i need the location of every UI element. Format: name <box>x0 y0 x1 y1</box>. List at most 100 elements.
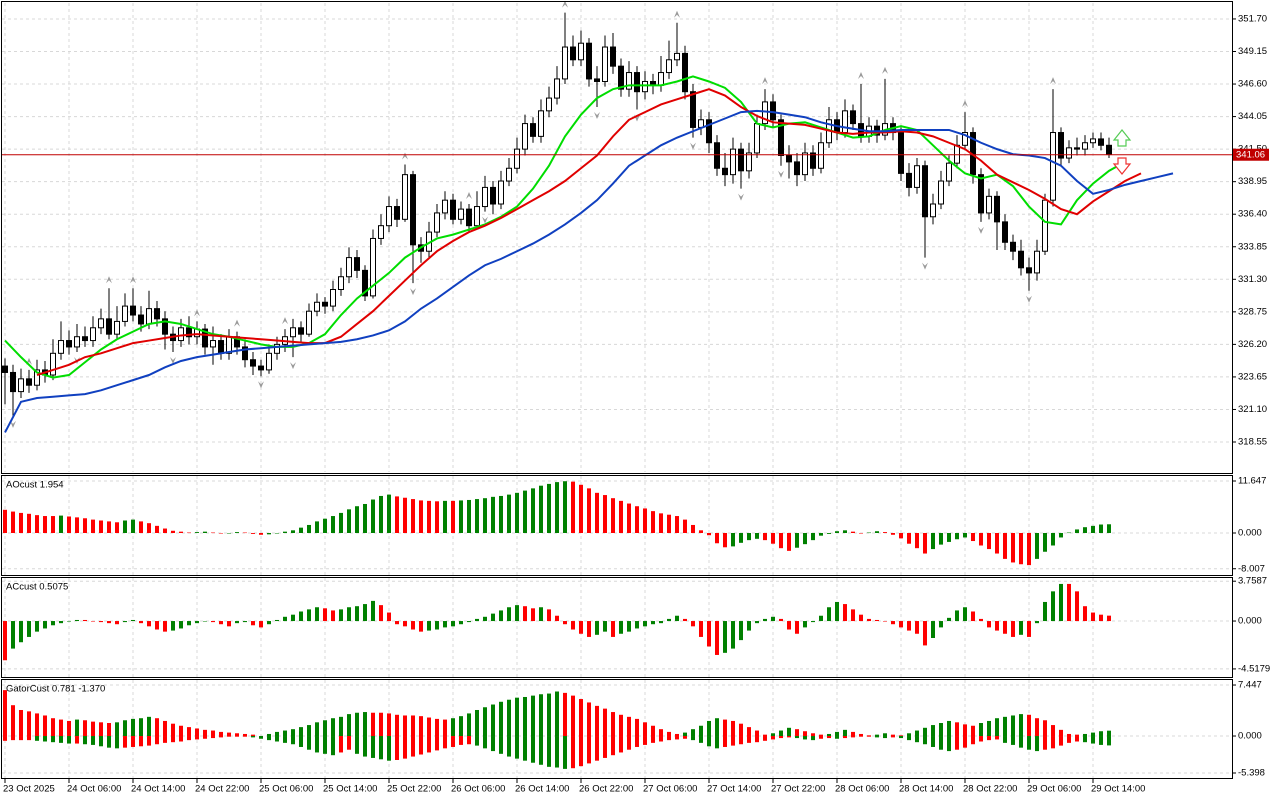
candle-body <box>434 212 440 233</box>
histogram-bar <box>27 513 31 533</box>
histogram-bar <box>155 525 159 533</box>
candle-body <box>306 310 312 335</box>
candle-body <box>1026 267 1032 274</box>
gator-bar <box>275 731 279 737</box>
histogram-bar <box>387 612 391 622</box>
candle-body <box>1002 221 1008 243</box>
histogram-bar <box>363 503 367 533</box>
histogram-bar <box>659 513 663 533</box>
histogram-bar <box>155 621 159 630</box>
histogram-bar <box>635 506 639 533</box>
gator-bar <box>931 736 935 747</box>
gator-bar <box>891 736 895 738</box>
fractal-down <box>10 420 16 428</box>
histogram-bar <box>547 483 551 533</box>
histogram-bar <box>755 621 759 624</box>
gator-bar <box>363 736 367 757</box>
histogram-bar <box>427 500 431 533</box>
histogram-bar <box>267 532 271 535</box>
candle-body <box>706 119 712 144</box>
gator-bar <box>747 727 751 737</box>
gator-bar <box>587 702 591 737</box>
gator-bar <box>1099 736 1103 745</box>
gator-bar <box>131 736 135 747</box>
histogram-bar <box>571 481 575 533</box>
signal-arrows <box>1112 129 1132 175</box>
gator-bar <box>659 736 663 742</box>
gator-bar <box>51 718 55 737</box>
gator-bar <box>467 713 471 737</box>
histogram-bar <box>307 524 311 533</box>
histogram-bar <box>963 532 967 538</box>
gator-bar <box>459 736 463 745</box>
histogram-bar <box>747 621 751 631</box>
histogram-bar <box>283 616 287 622</box>
gator-bar <box>163 720 167 737</box>
gator-bar <box>299 736 303 747</box>
histogram-bar <box>403 621 407 627</box>
gator-bar <box>619 714 623 737</box>
fractal-up <box>762 77 768 85</box>
histogram-bar <box>43 516 47 533</box>
x-tick-label: 26 Oct 22:00 <box>579 784 633 795</box>
histogram-bar <box>1027 532 1031 566</box>
gator-bar <box>403 715 407 737</box>
gator-bar <box>827 733 831 737</box>
histogram-bar <box>67 516 71 533</box>
histogram-bar <box>107 621 111 624</box>
fractal-up <box>858 72 864 80</box>
gator-bar <box>11 736 15 741</box>
histogram-bar <box>219 621 223 625</box>
histogram-bar <box>819 615 823 622</box>
histogram-bar <box>907 621 911 631</box>
histogram-bar <box>19 512 23 533</box>
histogram-bar <box>939 532 943 545</box>
gator-bar <box>1051 736 1055 749</box>
histogram-bar <box>283 531 287 533</box>
histogram-bar <box>1043 532 1047 552</box>
histogram-bar <box>275 619 279 622</box>
gator-bar <box>387 713 391 737</box>
gator-bar <box>595 705 599 737</box>
candle-body <box>850 110 856 125</box>
histogram-bar <box>963 607 967 622</box>
gator-bar <box>363 712 367 737</box>
gator-bar <box>155 718 159 737</box>
histogram-bar <box>851 609 855 622</box>
histogram-bar <box>667 618 671 622</box>
gator-bar <box>299 727 303 737</box>
histogram-bar <box>515 605 519 622</box>
histogram-bar <box>99 520 103 533</box>
gator-bar <box>787 736 791 738</box>
histogram-bar <box>235 621 239 624</box>
candle-body <box>570 46 576 61</box>
gator-bar <box>963 724 967 737</box>
histogram-bar <box>539 485 543 533</box>
gator-bar <box>1011 715 1015 737</box>
histogram-bar <box>995 621 999 631</box>
gator-bar <box>899 735 903 737</box>
candle-body <box>674 52 680 61</box>
gator-bar <box>1059 729 1063 737</box>
sell-arrow <box>1112 157 1132 175</box>
histogram-bar <box>851 531 855 533</box>
candle-body <box>586 42 592 80</box>
gator-bar <box>651 725 655 737</box>
gator-bar <box>443 736 447 749</box>
gator-bar <box>1027 714 1031 737</box>
gator-bar <box>171 723 175 737</box>
gator-bar <box>67 736 71 744</box>
histogram-bar <box>859 614 863 622</box>
gator-bar <box>803 736 807 740</box>
histogram-bar <box>35 515 39 533</box>
histogram-bar <box>171 621 175 631</box>
histogram-bar <box>523 606 527 622</box>
x-tick-label: 24 Oct 14:00 <box>131 784 185 795</box>
fractal-down <box>410 288 416 296</box>
histogram-bar <box>19 621 23 643</box>
histogram-bar <box>1019 532 1023 565</box>
gator-bar <box>1091 732 1095 737</box>
fractal-down <box>594 112 600 120</box>
candle-body <box>746 152 752 172</box>
gator-bar <box>91 736 95 745</box>
